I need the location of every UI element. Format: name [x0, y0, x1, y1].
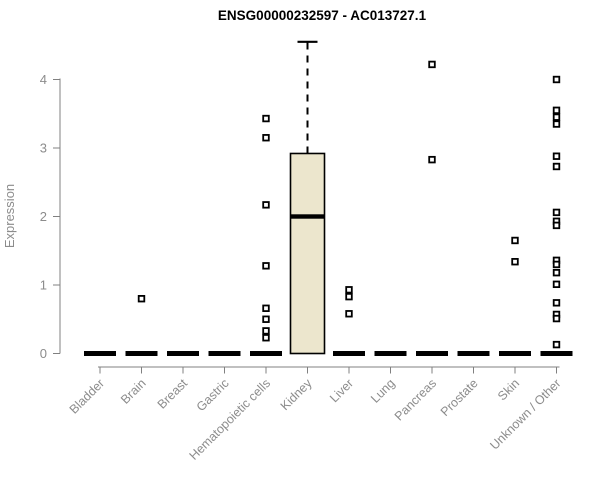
plot-area: 0 1 2 3 4 Bladder Brain Breast GastricHematopoie… [40, 40, 573, 463]
x-tick-label: Skin [495, 376, 522, 403]
outlier-point [262, 201, 270, 209]
outlier-point [552, 299, 561, 307]
collapsed-box [374, 351, 407, 356]
outlier-point [552, 162, 561, 171]
y-tick-label: 1 [40, 278, 47, 293]
x-tick-label: Liver [327, 376, 356, 405]
outlier-point [552, 75, 561, 84]
outlier-point [345, 292, 353, 301]
outlier-point [137, 294, 146, 303]
outlier-point [262, 262, 270, 270]
collapsed-box [333, 351, 365, 356]
outlier-point [345, 310, 353, 318]
collapsed-box [457, 351, 490, 356]
outlier-point [345, 286, 353, 294]
outlier-point [552, 260, 561, 269]
outlier-point [262, 304, 270, 312]
x-tick-label: Bladder [67, 376, 107, 416]
collapsed-box [167, 351, 199, 356]
collapsed-box [125, 351, 158, 356]
collapsed-box [84, 351, 116, 356]
x-tick-label: Kidney [278, 376, 315, 413]
collapsed-box [416, 351, 448, 356]
outlier-point [552, 221, 561, 230]
collapsed-box [499, 351, 531, 356]
outlier-point [552, 268, 561, 277]
y-tick-label: 3 [40, 141, 47, 156]
y-axis-title: Expression [2, 184, 17, 248]
outlier-point [552, 152, 561, 160]
outlier-point [262, 327, 270, 335]
outlier-point [552, 280, 561, 289]
outlier-point [262, 315, 270, 323]
outlier-point [428, 60, 436, 69]
median-line [290, 214, 325, 219]
x-tick-label: Gastric [194, 376, 232, 414]
outlier-point [262, 114, 270, 123]
outlier-point [552, 208, 561, 217]
x-tick-label: Lung [368, 376, 398, 406]
outlier-point [262, 334, 270, 342]
outlier-point [428, 155, 436, 164]
chart-title: ENSG00000232597 - AC013727.1 [218, 8, 427, 23]
collapsed-box [250, 351, 282, 356]
outlier-point [511, 236, 519, 245]
outlier-point [552, 120, 561, 128]
box [289, 152, 326, 355]
outlier-point [552, 113, 561, 121]
x-tick-label: Pancreas [392, 376, 439, 423]
y-tick-label: 4 [40, 72, 47, 87]
outlier-point [552, 314, 561, 323]
outlier-point [511, 258, 519, 266]
y-tick-label: 2 [40, 209, 47, 224]
outlier-point [552, 340, 561, 349]
collapsed-box [208, 351, 241, 356]
x-tick-label: Brain [118, 376, 149, 407]
y-tick-label: 0 [40, 346, 47, 361]
x-tick-label: Hematopoietic cells [187, 376, 274, 463]
outlier-point [262, 134, 270, 142]
outlier-point [552, 106, 561, 115]
collapsed-box [540, 351, 573, 356]
x-tick-label: Breast [155, 376, 191, 412]
x-tick-label: Prostate [438, 376, 481, 419]
x-tick-label: Unknown / Other [487, 376, 563, 452]
